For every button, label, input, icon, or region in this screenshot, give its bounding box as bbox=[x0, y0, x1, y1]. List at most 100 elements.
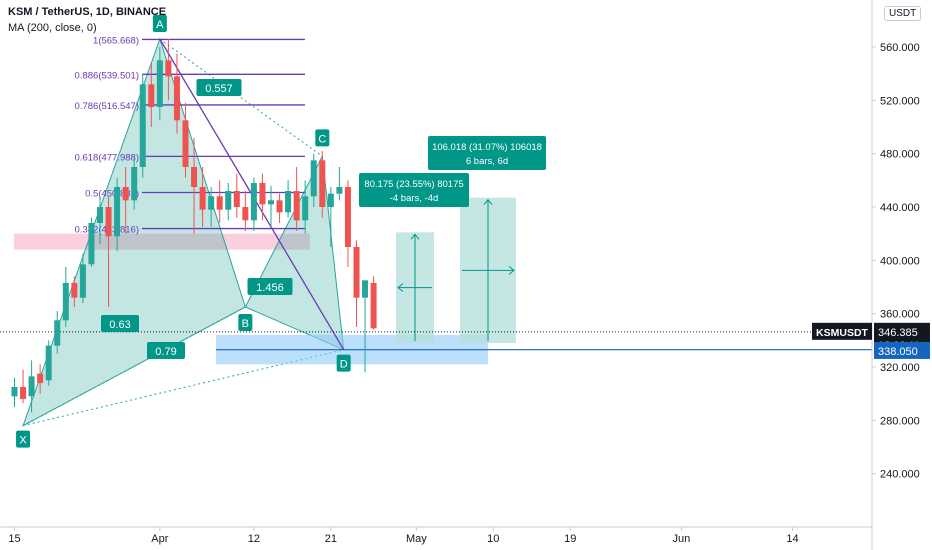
pattern-point-x: X bbox=[19, 435, 27, 447]
fib-level-label: 0.886(539.501) bbox=[75, 70, 139, 81]
pattern-point-c-bg bbox=[315, 129, 330, 147]
candle-body[interactable] bbox=[259, 183, 266, 205]
candle-body[interactable] bbox=[362, 280, 369, 298]
candle-body[interactable] bbox=[191, 167, 198, 187]
candle-body[interactable] bbox=[336, 187, 343, 194]
pattern-point-a: A bbox=[156, 19, 164, 31]
ratio-label-bg bbox=[147, 342, 185, 359]
price-tick-label: 360.000 bbox=[880, 309, 920, 321]
target-info-line1: 106.018 (31.07%) 106018 bbox=[432, 142, 542, 153]
candle-body[interactable] bbox=[79, 264, 86, 298]
price-tick-label: 240.000 bbox=[880, 469, 920, 481]
candle-body[interactable] bbox=[302, 196, 309, 221]
candle-body[interactable] bbox=[131, 167, 138, 201]
symbol-tag-bg bbox=[812, 322, 872, 340]
target-info-line2: -4 bars, -4d bbox=[390, 193, 439, 204]
time-tick-label: Apr bbox=[151, 533, 168, 545]
candle-body[interactable] bbox=[62, 283, 69, 321]
candle-body[interactable] bbox=[353, 247, 360, 298]
arrow-left-icon bbox=[397, 283, 404, 293]
candle-body[interactable] bbox=[97, 207, 103, 223]
candle-body[interactable] bbox=[20, 387, 27, 399]
price-tick-label: 480.000 bbox=[880, 149, 920, 161]
price-tick-label: 560.000 bbox=[880, 42, 920, 54]
candle-body[interactable] bbox=[276, 200, 283, 213]
ratio-label: 0.63 bbox=[109, 319, 130, 331]
candle-body[interactable] bbox=[199, 187, 206, 210]
candle-body[interactable] bbox=[370, 283, 377, 329]
candle-body[interactable] bbox=[11, 387, 18, 397]
candle-body[interactable] bbox=[28, 376, 35, 397]
candle-body[interactable] bbox=[54, 320, 61, 346]
candle-body[interactable] bbox=[105, 207, 112, 237]
candle-body[interactable] bbox=[327, 193, 334, 207]
candle-body[interactable] bbox=[293, 191, 300, 221]
resistance-zone bbox=[14, 233, 310, 250]
candle-body[interactable] bbox=[268, 200, 274, 205]
price-tick-label: 280.000 bbox=[880, 415, 920, 427]
candle-body[interactable] bbox=[242, 207, 249, 221]
candle-body[interactable] bbox=[233, 191, 240, 207]
time-tick-label: 10 bbox=[487, 533, 499, 545]
price-tick-label: 440.000 bbox=[880, 202, 920, 214]
ratio-label-bg bbox=[196, 79, 242, 96]
candle-body[interactable] bbox=[165, 60, 172, 77]
fib-level-label: 0.5(450.881) bbox=[85, 188, 139, 199]
candle-body[interactable] bbox=[122, 187, 129, 201]
pattern-point-x-bg bbox=[16, 430, 31, 448]
candle-body[interactable] bbox=[45, 345, 52, 381]
target-info-line2: 6 bars, 6d bbox=[466, 156, 508, 167]
price-tick-label: 320.000 bbox=[880, 362, 920, 374]
target-info-line1: 80.175 (23.55%) 80175 bbox=[364, 179, 463, 190]
candle-body[interactable] bbox=[319, 160, 326, 207]
pattern-point-a-bg bbox=[152, 15, 167, 32]
price-tick-label: 520.000 bbox=[880, 95, 920, 107]
candle-body[interactable] bbox=[37, 373, 44, 383]
symbol-tag: KSMUSDT bbox=[816, 327, 869, 339]
fib-level-label: 0.786(516.547) bbox=[75, 101, 139, 112]
ratio-label: 0.557 bbox=[205, 83, 233, 95]
time-tick-label: 21 bbox=[325, 533, 337, 545]
candle-body[interactable] bbox=[208, 196, 215, 210]
candle-body[interactable] bbox=[182, 120, 189, 167]
candle-body[interactable] bbox=[285, 191, 292, 213]
arrow-up-icon bbox=[483, 198, 493, 205]
time-tick-label: 15 bbox=[8, 533, 20, 545]
currency-unit-button[interactable]: USDT bbox=[884, 6, 922, 21]
candle-body[interactable] bbox=[310, 160, 317, 197]
ratio-line-xb bbox=[22, 306, 246, 427]
candle-body[interactable] bbox=[71, 283, 78, 298]
arrow-up-icon bbox=[410, 233, 420, 240]
level-price-value: 338.050 bbox=[878, 346, 918, 358]
level-price-tag-bg bbox=[874, 341, 930, 359]
candle-body[interactable] bbox=[344, 187, 351, 247]
candle-body[interactable] bbox=[88, 223, 95, 265]
time-tick-label: May bbox=[406, 533, 427, 545]
target-info-box bbox=[359, 173, 469, 207]
candle-body[interactable] bbox=[216, 196, 223, 210]
arrow-right-icon bbox=[508, 265, 515, 275]
candle-body[interactable] bbox=[250, 183, 257, 221]
pattern-point-b-bg bbox=[238, 314, 253, 331]
ratio-line-ac bbox=[159, 38, 323, 157]
pattern-point-d-bg bbox=[336, 354, 351, 372]
time-tick-label: Jun bbox=[673, 533, 691, 545]
ratio-label-bg bbox=[247, 278, 293, 295]
ratio-label-bg bbox=[101, 315, 139, 332]
time-tick-label: 19 bbox=[564, 533, 576, 545]
indicator-label[interactable]: MA (200, close, 0) bbox=[8, 22, 97, 34]
pattern-point-d: D bbox=[340, 359, 348, 371]
candle-body[interactable] bbox=[225, 191, 232, 210]
fib-level-label: 0.618(477.988) bbox=[75, 152, 139, 163]
ratio-label: 0.79 bbox=[155, 346, 176, 358]
candle-body[interactable] bbox=[156, 60, 163, 107]
price-tick-label: 400.000 bbox=[880, 255, 920, 267]
candle-body[interactable] bbox=[148, 84, 155, 107]
pattern-point-b: B bbox=[242, 318, 249, 330]
candle-body[interactable] bbox=[173, 76, 180, 121]
candle-body[interactable] bbox=[139, 84, 146, 167]
last-price-value: 346.385 bbox=[878, 327, 918, 339]
time-tick-label: 14 bbox=[786, 533, 798, 545]
candle-body[interactable] bbox=[114, 187, 121, 237]
